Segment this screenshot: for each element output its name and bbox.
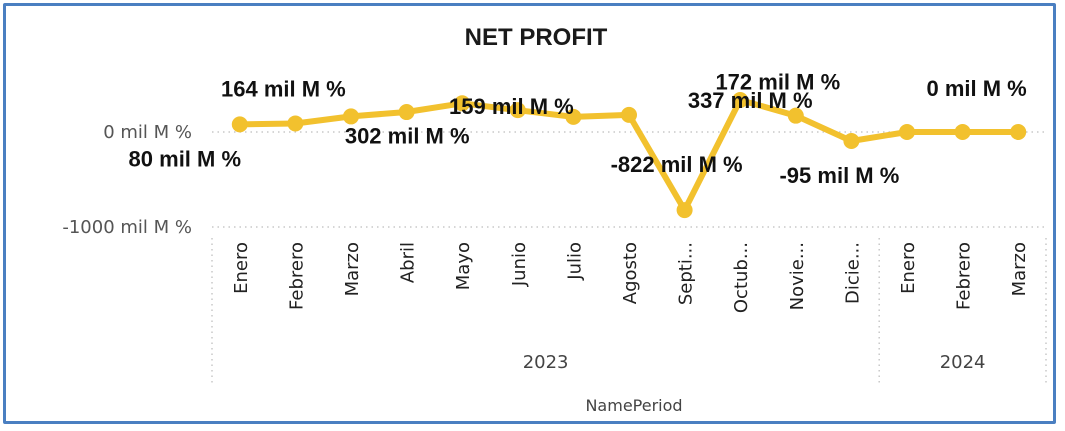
x-tick-label: Septi... — [676, 242, 697, 305]
x-tick-label: Octub... — [731, 242, 752, 313]
data-point[interactable] — [621, 107, 637, 123]
x-tick-label: Novie... — [787, 242, 808, 310]
net-profit-chart: NET PROFIT 0 mil M % -1000 mil M % Enero F… — [6, 6, 1053, 421]
chart-title: NET PROFIT — [465, 24, 608, 51]
year-label: 2023 — [523, 352, 569, 373]
y-tick-label: 0 mil M % — [103, 122, 192, 143]
x-tick-label: Dicie... — [842, 242, 863, 304]
x-tick-label: Agosto — [620, 242, 641, 304]
gridlines — [212, 132, 1046, 227]
data-labels: 80 mil M % 164 mil M % 302 mil M % 159 mil … — [129, 70, 1027, 188]
x-tick-label: Marzo — [1009, 242, 1030, 296]
x-tick-label: Enero — [898, 242, 919, 294]
data-label: 80 mil M % — [129, 146, 241, 171]
x-tick-label: Marzo — [342, 242, 363, 296]
x-tick-label: Enero — [231, 242, 252, 294]
data-point[interactable] — [843, 133, 859, 149]
data-label: 164 mil M % — [221, 76, 346, 101]
data-label: 172 mil M % — [715, 70, 840, 95]
data-point[interactable] — [399, 104, 415, 120]
chart-frame: NET PROFIT 0 mil M % -1000 mil M % Enero F… — [3, 3, 1056, 424]
data-label: -822 mil M % — [611, 152, 743, 177]
data-label: 302 mil M % — [345, 123, 470, 148]
data-label: 159 mil M % — [449, 94, 574, 119]
data-point[interactable] — [343, 108, 359, 124]
y-axis-ticks: 0 mil M % -1000 mil M % — [62, 122, 192, 238]
data-point[interactable] — [1010, 124, 1026, 140]
x-tick-label: Febrero — [954, 242, 975, 310]
x-tick-label: Junio — [509, 242, 530, 287]
year-label: 2024 — [940, 352, 986, 373]
x-tick-label: Julio — [564, 242, 585, 281]
x-tick-label: Abril — [398, 242, 419, 283]
data-point[interactable] — [955, 124, 971, 140]
x-axis-ticks: Enero Febrero Marzo Abril Mayo Junio Julio Agos… — [231, 242, 1030, 313]
data-label: -95 mil M % — [779, 163, 899, 188]
x-tick-label: Mayo — [453, 242, 474, 290]
x-axis-title: NamePeriod — [585, 396, 682, 415]
data-point[interactable] — [677, 202, 693, 218]
data-label: 0 mil M % — [926, 76, 1026, 101]
data-point[interactable] — [899, 124, 915, 140]
y-tick-label: -1000 mil M % — [62, 217, 192, 238]
x-tick-label: Febrero — [286, 242, 307, 310]
data-point[interactable] — [232, 116, 248, 132]
data-point[interactable] — [287, 115, 303, 131]
